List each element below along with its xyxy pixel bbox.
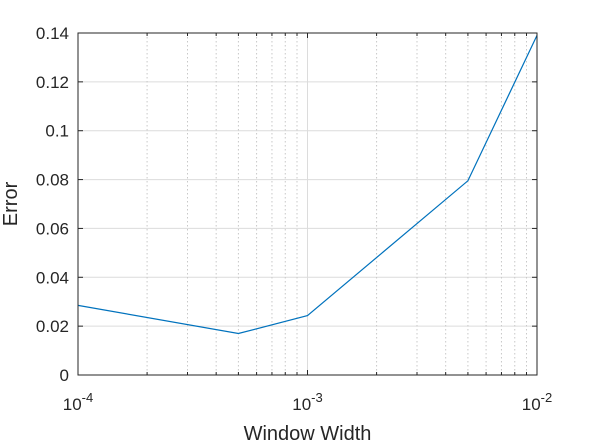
y-tick-label: 0.08 [36,171,69,190]
x-tick-label: 10-3 [292,390,322,414]
x-tick-labels: 10-4 10-3 10-2 [63,390,552,414]
y-tick-label: 0.04 [36,268,69,287]
x-tick-label: 10-4 [63,390,93,414]
x-tick-label: 10-2 [522,390,552,414]
y-axis-label: Error [0,181,22,226]
y-tick-label: 0.06 [36,219,69,238]
y-tick-label: 0 [60,366,69,385]
y-tick-labels: 0 0.02 0.04 0.06 0.08 0.1 0.12 0.14 [36,24,69,385]
y-tick-label: 0.14 [36,24,69,43]
tick-marks [77,32,538,376]
x-axis-label: Window Width [244,423,372,440]
y-tick-label: 0.12 [36,73,69,92]
series-lines [77,35,538,335]
y-tick-label: 0.1 [45,122,69,141]
y-tick-label: 0.02 [36,317,69,336]
series-line [77,35,538,335]
